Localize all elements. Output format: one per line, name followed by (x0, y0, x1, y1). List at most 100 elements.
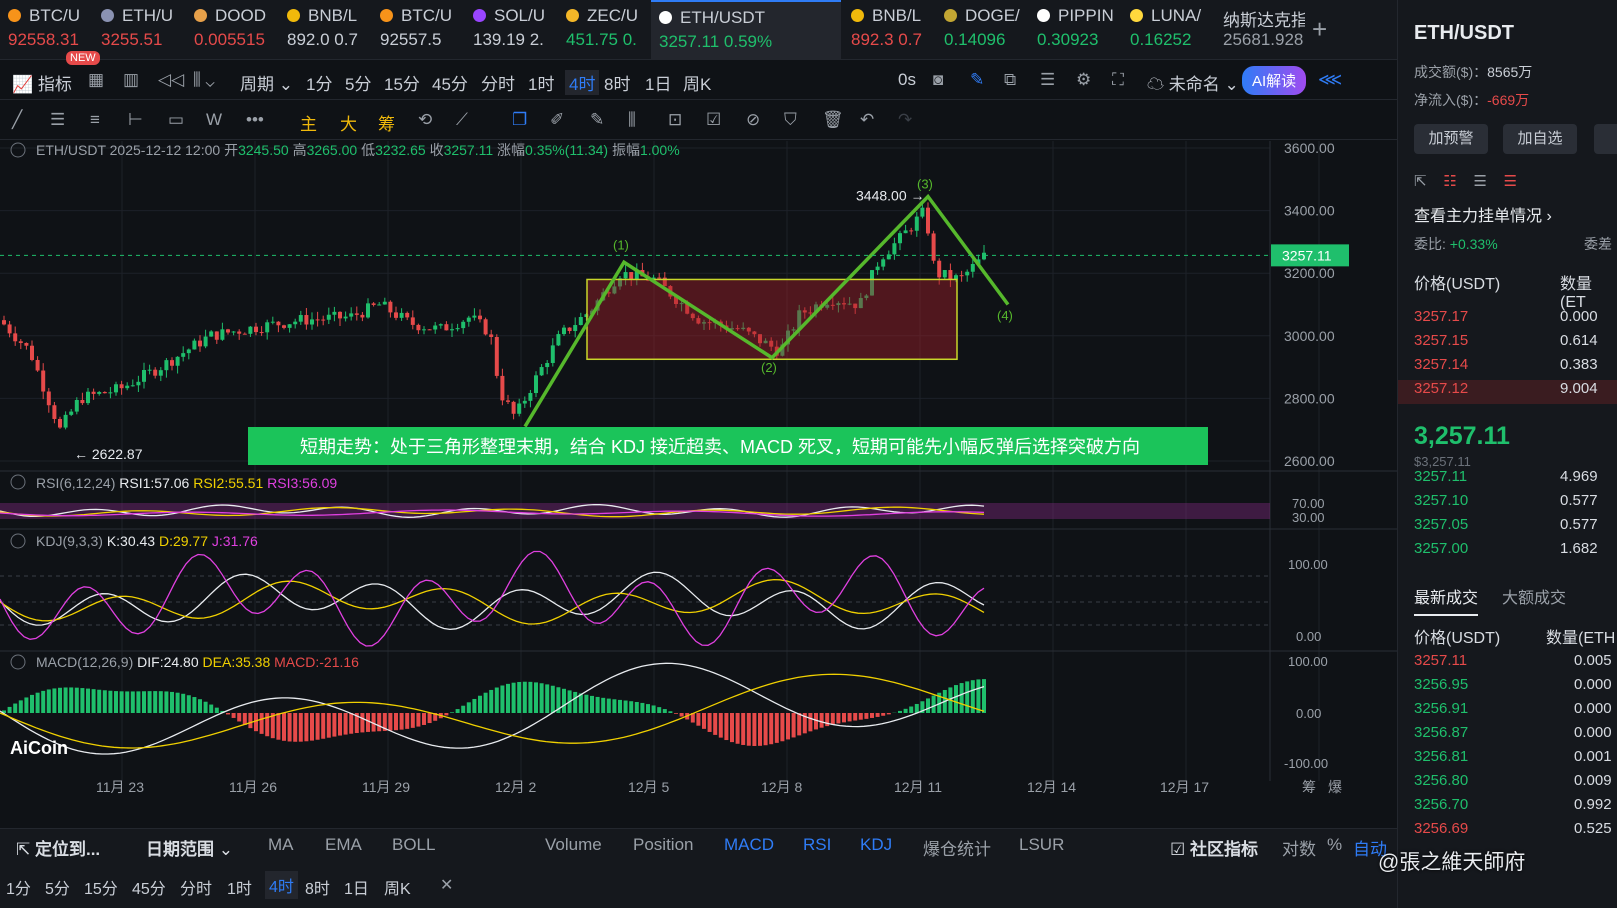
fullscreen-icon[interactable]: ⛶ (1112, 70, 1124, 89)
orderbook-mode-icons[interactable]: ⇱ ☷ ☰ ☰ (1414, 173, 1517, 190)
bottom-period-5[interactable]: 1时 (227, 881, 252, 898)
ask-row[interactable]: 3257.17 0.000 (1414, 308, 1617, 332)
bottom-period-3[interactable]: 45分 (132, 881, 166, 898)
ask-row[interactable]: 3257.12 9.004 (1398, 380, 1617, 404)
period-6[interactable]: 4时 (565, 70, 600, 95)
period-7[interactable]: 8时 (604, 75, 631, 94)
filter-icon[interactable]: ⛉ (784, 110, 797, 129)
period-3[interactable]: 45分 (432, 75, 468, 94)
tab-latest-trades[interactable]: 最新成交 (1414, 584, 1479, 616)
log-toggle[interactable]: 对数 (1282, 840, 1316, 859)
bottom-period-8[interactable]: 1日 (344, 881, 369, 898)
add-alert-button[interactable]: 加预警 (1414, 124, 1488, 154)
overlay-1[interactable]: EMA (325, 835, 362, 854)
pen-icon[interactable]: ✎ (970, 70, 985, 89)
symbol-tab[interactable]: BTC/U 92558.31 (0, 0, 93, 60)
symbol-tab[interactable]: BTC/U 92557.5 (372, 0, 465, 60)
tab-big-trades[interactable]: 大额成交 (1502, 590, 1567, 607)
ask-row[interactable]: 3257.14 0.383 (1414, 356, 1617, 380)
indicator-toggle-5[interactable]: 爆仓统计 (923, 840, 991, 859)
indicator-button[interactable]: 📈 指标 (12, 75, 72, 94)
period-1[interactable]: 5分 (345, 75, 372, 94)
magnet-icon[interactable]: ⊘ (746, 110, 761, 129)
symbol-tab[interactable]: PIPPIN 0.30923 (1029, 0, 1122, 60)
layout-icon[interactable]: ▥ (123, 70, 140, 89)
parallel-tool-icon[interactable]: ☰ (50, 110, 66, 129)
hline-tool-icon[interactable]: ≡ (90, 110, 100, 129)
symbol-tab[interactable]: DOGE/0.14096 (936, 0, 1029, 60)
period-4[interactable]: 分时 (481, 75, 515, 94)
bars-icon[interactable]: ⫼ (628, 110, 636, 129)
lock-icon[interactable]: ⊡ (668, 110, 683, 129)
ray-tool-icon[interactable]: ⊢ (128, 110, 143, 129)
indicator-toggle-6[interactable]: LSUR (1019, 835, 1065, 854)
bid-row[interactable]: 3257.11 4.969 (1414, 468, 1617, 492)
undo-icon[interactable]: ↶ (860, 110, 875, 129)
indicator-toggle-4[interactable]: KDJ (860, 835, 893, 854)
measure-icon[interactable]: ⟋ (456, 110, 468, 129)
period-5[interactable]: 1时 (528, 75, 555, 94)
indicator-toggle-2[interactable]: MACD (724, 835, 775, 854)
ask-row[interactable]: 3257.15 0.614 (1414, 332, 1617, 356)
wave-tool-icon[interactable]: W (206, 110, 223, 129)
share-icon[interactable]: ⧉ (1004, 70, 1017, 89)
period-9[interactable]: 周K (683, 75, 712, 94)
period-8[interactable]: 1日 (645, 75, 672, 94)
overlay-2[interactable]: BOLL (392, 835, 436, 854)
indicator-toggle-3[interactable]: RSI (803, 835, 832, 854)
chip-button[interactable]: 筹 (378, 115, 395, 134)
redo-icon[interactable]: ↷ (898, 110, 913, 129)
copy-icon[interactable]: ❐ (512, 110, 528, 129)
auto-toggle[interactable]: 自动 (1353, 840, 1387, 859)
bid-row[interactable]: 3257.05 0.577 (1414, 516, 1617, 540)
rect-tool-icon[interactable]: ▭ (168, 110, 185, 129)
symbol-tab[interactable]: ETH/U 3255.51 (93, 0, 186, 60)
overlay-0[interactable]: MA (268, 835, 294, 854)
brush-icon[interactable]: ✎ (590, 110, 605, 129)
pane-collapse-icon[interactable] (10, 533, 26, 549)
sync-icon[interactable]: ⟲ (418, 110, 433, 129)
line-tool-icon[interactable]: ╱ (12, 110, 23, 129)
pane-collapse-icon[interactable] (10, 654, 26, 670)
candle-type-icon[interactable]: ⫼ ⌄ (193, 70, 215, 89)
indicator-toggle-0[interactable]: Volume (545, 835, 602, 854)
bottom-period-7[interactable]: 8时 (305, 881, 330, 898)
note-icon[interactable]: ☑ (706, 110, 722, 129)
rewind-icon[interactable]: ◁◁ (158, 70, 185, 89)
symbol-tab[interactable]: BNB/L 892.3 0.7 (843, 0, 936, 60)
big-order-button[interactable]: 大 (340, 115, 357, 134)
symbol-tab[interactable]: ZEC/U 451.75 0. (558, 0, 651, 60)
symbol-tab[interactable]: SOL/U 139.19 2. (465, 0, 558, 60)
bottom-period-1[interactable]: 5分 (45, 881, 70, 898)
share-network-icon[interactable]: ⋘ (1318, 70, 1343, 89)
bottom-period-4[interactable]: 分时 (180, 881, 213, 898)
kline-chart[interactable]: ETH/USDT 2025-12-12 12:00 开3245.50 高3265… (0, 141, 1397, 816)
date-range-dropdown[interactable]: 日期范围 ⌄ (146, 840, 233, 859)
period-dropdown[interactable]: 周期 ⌄ (240, 75, 293, 94)
symbol-tab[interactable]: ETH/USDT 3257.11 0.59% (651, 0, 841, 60)
calendar-icon[interactable]: ▦ (88, 70, 105, 89)
period-0[interactable]: 1分 (306, 75, 333, 94)
bottom-period-9[interactable]: 周K (384, 881, 411, 898)
close-periods-icon[interactable]: ✕ (440, 877, 454, 894)
settings-icon[interactable]: ⚙ (1076, 70, 1092, 89)
add-tab-icon[interactable]: + (1312, 14, 1328, 44)
symbol-tab[interactable]: LUNA/0.16252 (1122, 0, 1215, 60)
locate-button[interactable]: ⇱ 定位到... (16, 840, 101, 859)
pane-collapse-icon[interactable] (10, 474, 26, 490)
symbol-tab[interactable]: DOOD 0.005515 (186, 0, 279, 60)
period-2[interactable]: 15分 (384, 75, 420, 94)
percent-toggle[interactable]: % (1327, 835, 1343, 854)
main-orders-link[interactable]: 查看主力挂单情况 › (1414, 208, 1552, 225)
camera-icon[interactable]: ◙ (933, 70, 944, 89)
bid-row[interactable]: 3257.10 0.577 (1414, 492, 1617, 516)
ai-interpret-button[interactable]: AI解读 (1242, 66, 1307, 95)
ruler-icon[interactable]: ✐ (550, 110, 565, 129)
layout-name-dropdown[interactable]: ☁ 未命名 ⌄ (1147, 75, 1239, 94)
symbol-tab[interactable]: 纳斯达克指 25681.928 ( (1215, 0, 1305, 60)
bottom-period-2[interactable]: 15分 (84, 881, 118, 898)
bottom-period-6[interactable]: 4时 (265, 871, 298, 899)
symbol-tab[interactable]: BNB/L 892.0 0.7 (279, 0, 372, 60)
more-button[interactable] (1594, 124, 1617, 154)
more-tools-icon[interactable]: ••• (246, 110, 264, 129)
